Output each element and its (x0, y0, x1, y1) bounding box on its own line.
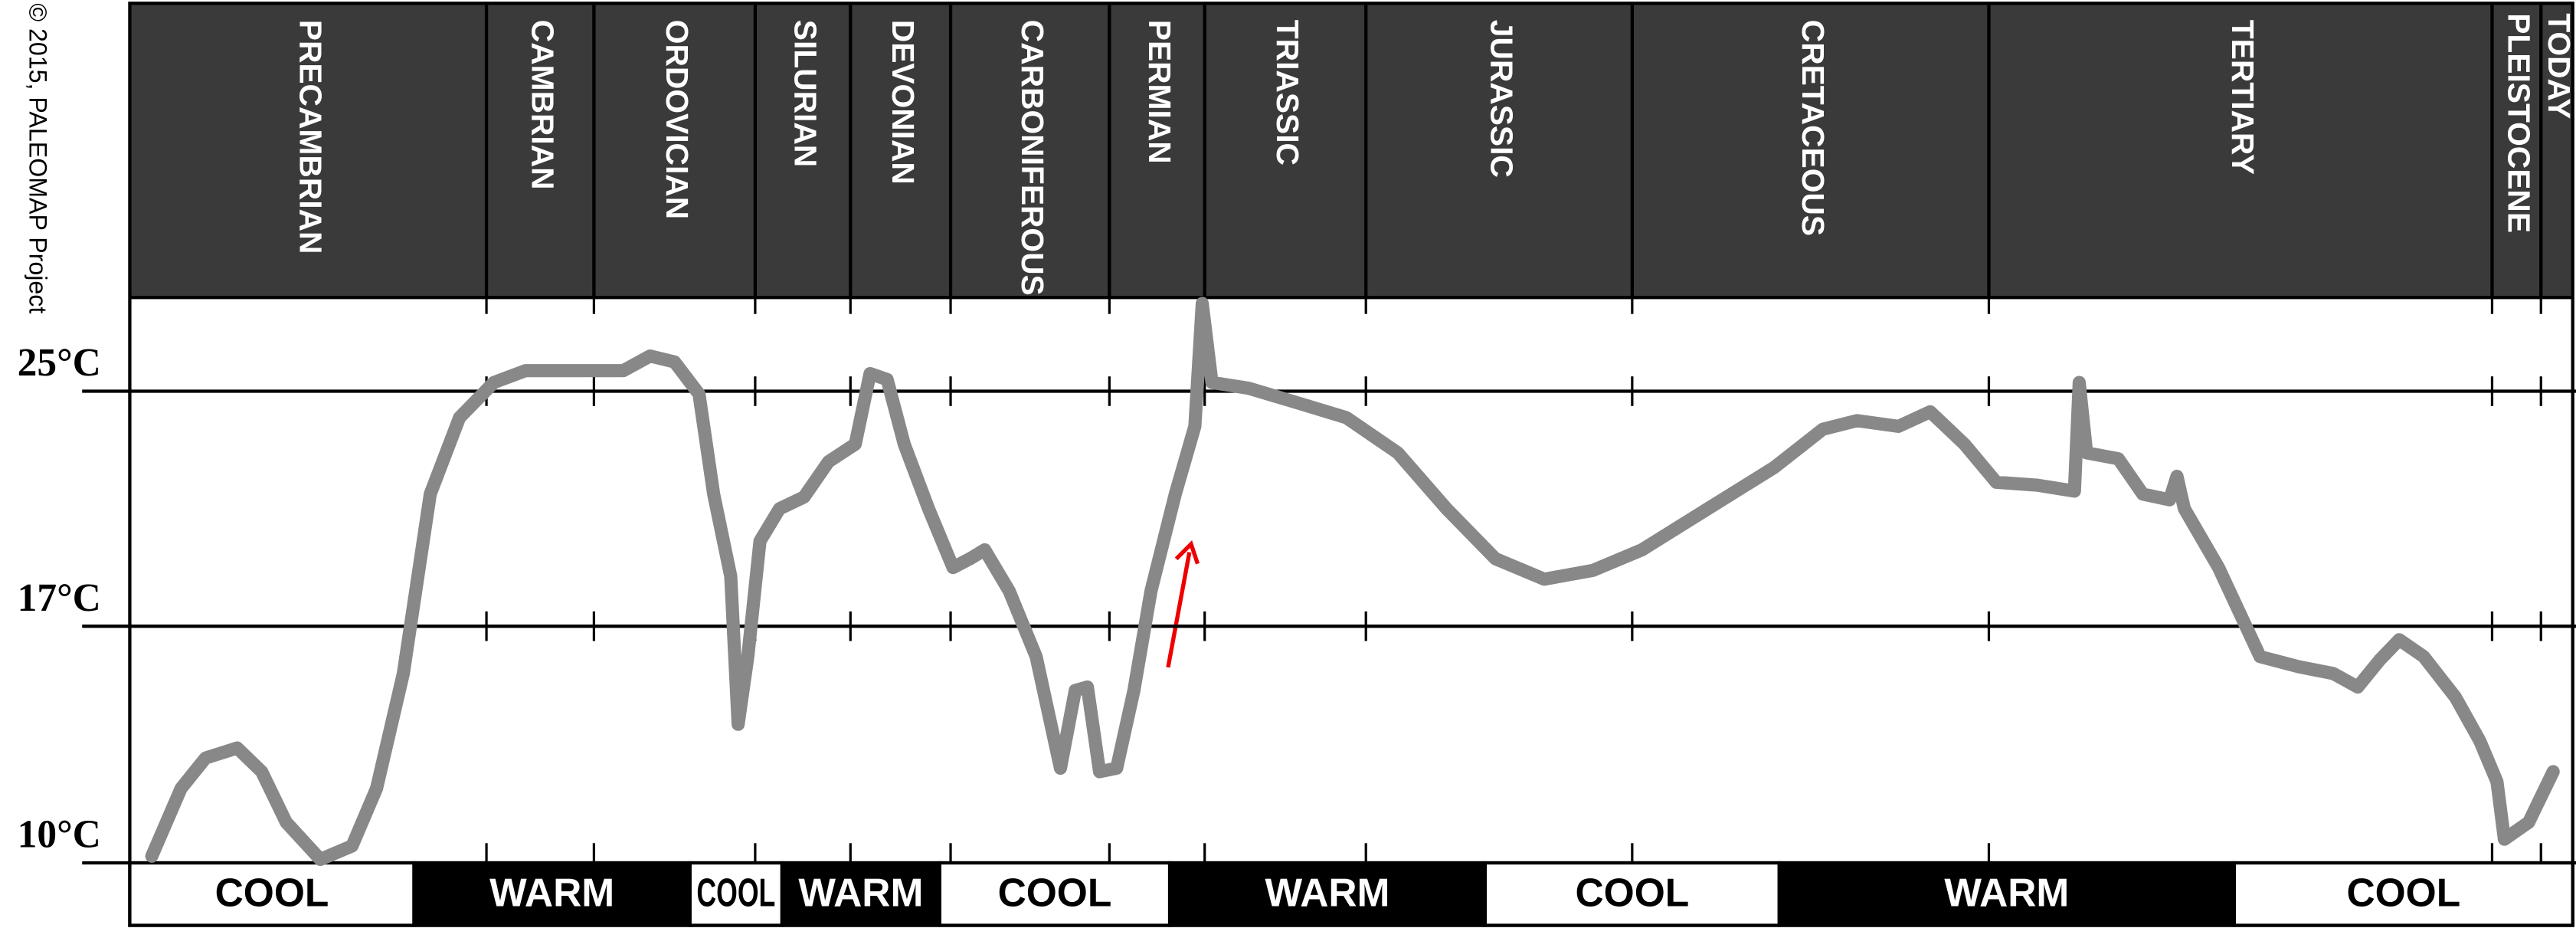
climate-band (1777, 861, 2237, 927)
period-label: PERMIAN (1142, 20, 1177, 164)
arrow-head (1174, 539, 1200, 565)
period-label: CAMBRIAN (525, 20, 560, 190)
climate-label: COOL (1575, 871, 1689, 915)
climate-label: WARM (1944, 871, 2069, 915)
climate-label: WARM (1265, 871, 1389, 915)
climate-band (128, 861, 416, 927)
period-label: SILURIAN (787, 20, 823, 167)
climate-band (2232, 861, 2574, 927)
credit: © 2015, PALEOMAP Project (25, 3, 52, 313)
climate-label: WARM (489, 871, 614, 915)
y-tick-label: 17°C (18, 576, 101, 620)
period-label: JURASSIC (1484, 20, 1519, 178)
period-label: CRETACEOUS (1795, 20, 1831, 236)
period-label: DEVONIAN (885, 20, 921, 185)
climate-label: COOL (696, 871, 775, 915)
period-label: PRECAMBRIAN (293, 20, 328, 254)
climate-band (780, 861, 941, 927)
period-label: CARBONIFEROUS (1015, 20, 1050, 296)
y-tick-label: 10°C (18, 813, 101, 857)
period-header (129, 3, 2573, 298)
temperature-line (145, 297, 2560, 867)
climate-label: COOL (998, 871, 1112, 915)
climate-label: COOL (215, 871, 329, 915)
climate-band (1483, 861, 1781, 927)
period-label: PLEISTOCENE (2502, 13, 2537, 233)
arrow (1166, 552, 1192, 668)
climate-band (412, 861, 692, 927)
period-label: TERTIARY (2225, 20, 2260, 175)
climate-band (688, 861, 784, 927)
climate-label: WARM (798, 871, 923, 915)
period-label: ORDOVICIAN (660, 20, 695, 219)
climate-band (1167, 861, 1488, 927)
period-label: TRIASSIC (1270, 20, 1305, 166)
period-label: TODAY (2542, 13, 2576, 119)
climate-band (938, 861, 1172, 927)
y-tick-label: 25°C (18, 341, 101, 385)
climate-label: COOL (2346, 871, 2460, 915)
